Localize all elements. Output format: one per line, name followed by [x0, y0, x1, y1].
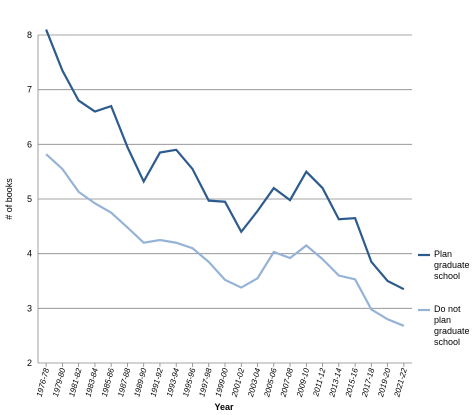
y-tick-label: 6 — [27, 139, 32, 149]
x-tick-label: 1993-94 — [165, 367, 181, 398]
y-tick-label: 2 — [27, 358, 32, 368]
line-series — [45, 153, 405, 327]
x-tick-label: 1991-92 — [149, 367, 165, 398]
x-axis-label: Year — [214, 402, 234, 412]
x-tick-label: 1976-78 — [35, 367, 51, 398]
x-tick-label: 1981-82 — [67, 367, 83, 398]
x-tick-label: 1989-90 — [132, 367, 148, 398]
x-tick-label: 1999-00 — [214, 367, 230, 398]
x-tick-label: 2009-10 — [295, 367, 312, 399]
x-tick-label: 1987-88 — [116, 367, 132, 398]
x-tick-label: 1985-86 — [100, 367, 116, 398]
y-tick-label: 8 — [27, 30, 32, 40]
x-tick-label: 2005-06 — [262, 367, 279, 399]
x-tick-label: 2019-20 — [376, 367, 393, 399]
x-tick-label: 2003-04 — [246, 367, 263, 399]
line-series — [45, 29, 405, 291]
y-tick-label: 4 — [27, 249, 32, 259]
x-tick-label: 2007-08 — [278, 367, 295, 399]
x-tick-label: 2021-22 — [392, 367, 409, 399]
x-tick-label: 2017-18 — [360, 367, 377, 399]
x-tick-label: 2011-12 — [311, 367, 328, 399]
x-tick-label: 1995-96 — [181, 367, 197, 398]
x-tick-label: 1979-80 — [51, 367, 67, 398]
x-tick-label: 2015-16 — [343, 367, 360, 399]
x-tick-label: 1983-84 — [84, 367, 100, 398]
y-tick-label: 5 — [27, 194, 32, 204]
x-tick-label: 2013-14 — [327, 367, 344, 399]
legend-label: Do not plan graduate school — [434, 304, 470, 347]
y-tick-label: 3 — [27, 303, 32, 313]
legend-label: Plan graduate school — [434, 249, 470, 281]
x-tick-label: 1997-98 — [197, 367, 213, 398]
y-axis-label: # of books — [4, 178, 14, 220]
x-tick-label: 2001-02 — [230, 367, 247, 399]
y-tick-label: 7 — [27, 85, 32, 95]
